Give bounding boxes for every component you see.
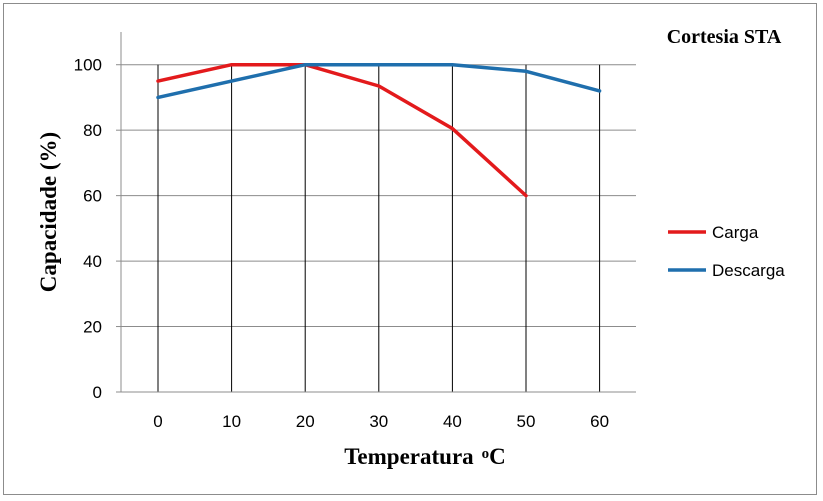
x-tick-label-50: 50 (517, 412, 536, 431)
legend: Carga Descarga (668, 223, 785, 280)
y-axis-title: Capacidade (%) (36, 132, 61, 292)
y-tick-label-80: 80 (83, 121, 102, 140)
axes (116, 32, 636, 393)
x-axis-title-text: Temperatura (344, 444, 474, 469)
x-axis-unit-o: o (482, 446, 490, 462)
x-tick-label-0: 0 (153, 412, 162, 431)
gridlines (121, 64, 636, 392)
x-axis-title: Temperatura oC (344, 444, 506, 469)
x-tick-labels: 0 10 20 30 40 50 60 (153, 412, 609, 431)
legend-label-descarga: Descarga (712, 261, 785, 280)
x-tick-label-60: 60 (590, 412, 609, 431)
y-tick-label-60: 60 (83, 187, 102, 206)
chart-frame (3, 3, 817, 495)
x-tick-label-30: 30 (369, 412, 388, 431)
y-tick-label-20: 20 (83, 318, 102, 337)
x-tick-label-20: 20 (296, 412, 315, 431)
series-line-descarga (156, 62, 602, 100)
x-tick-label-10: 10 (222, 412, 241, 431)
y-tick-labels: 0 20 40 60 80 100 (74, 56, 102, 402)
y-tick-label-100: 100 (74, 56, 102, 75)
x-axis-unit-c: C (489, 444, 506, 469)
y-tick-label-0: 0 (93, 383, 102, 402)
x-tick-label-40: 40 (443, 412, 462, 431)
series-line-carga (156, 62, 528, 198)
y-tick-label-40: 40 (83, 252, 102, 271)
series-lines (156, 62, 602, 198)
legend-label-carga: Carga (712, 223, 759, 242)
corner-annotation: Cortesia STA (667, 26, 782, 48)
